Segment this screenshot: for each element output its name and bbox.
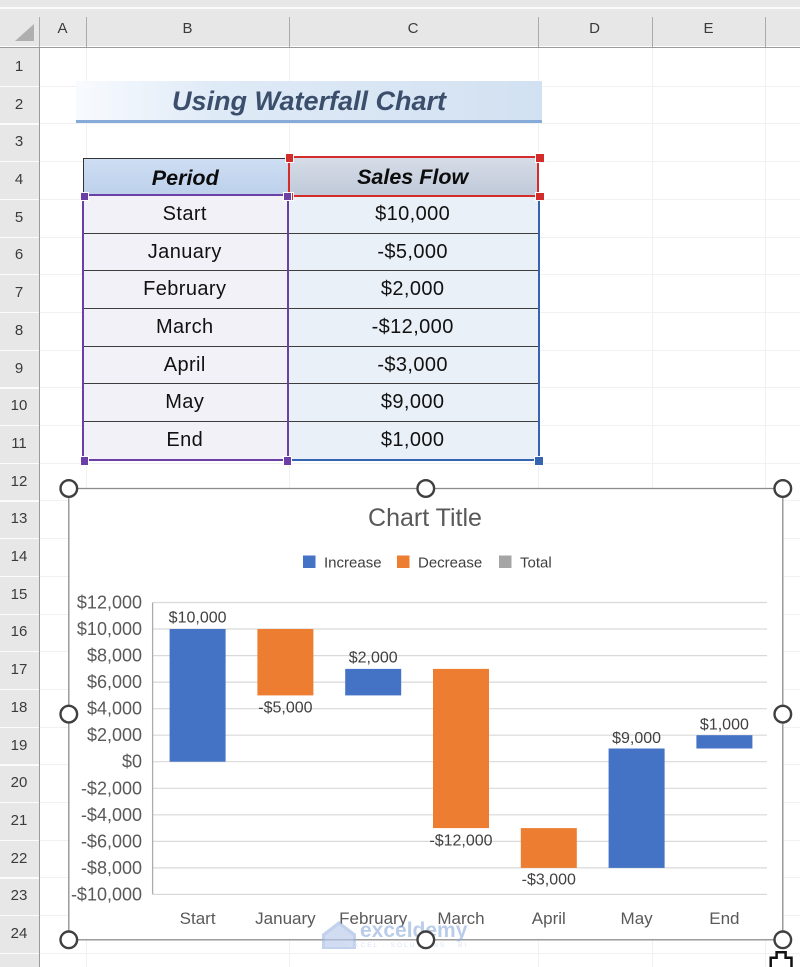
- svg-text:End: End: [709, 909, 739, 928]
- svg-text:$4,000: $4,000: [87, 699, 142, 719]
- svg-text:$10,000: $10,000: [77, 619, 142, 639]
- svg-text:$8,000: $8,000: [87, 646, 142, 666]
- svg-text:March: March: [437, 909, 484, 928]
- svg-text:-$5,000: -$5,000: [258, 700, 312, 717]
- svg-text:-$3,000: -$3,000: [522, 872, 576, 889]
- svg-text:Start: Start: [180, 909, 216, 928]
- svg-text:February: February: [339, 909, 408, 928]
- svg-text:Increase: Increase: [324, 555, 382, 572]
- svg-text:Decrease: Decrease: [418, 555, 482, 572]
- svg-text:January: January: [255, 909, 316, 928]
- svg-text:-$10,000: -$10,000: [71, 884, 142, 904]
- svg-text:EXCEL · SOLUTIONS · BI: EXCEL · SOLUTIONS · BI: [348, 942, 468, 949]
- svg-text:-$6,000: -$6,000: [81, 831, 142, 851]
- svg-text:$6,000: $6,000: [87, 672, 142, 692]
- svg-text:Total: Total: [520, 555, 552, 572]
- svg-text:Chart Title: Chart Title: [368, 504, 482, 532]
- svg-text:$2,000: $2,000: [349, 649, 398, 666]
- svg-text:$10,000: $10,000: [169, 609, 227, 626]
- svg-text:$0: $0: [122, 752, 142, 772]
- svg-text:April: April: [532, 909, 566, 928]
- svg-text:May: May: [621, 909, 654, 928]
- svg-text:-$12,000: -$12,000: [429, 833, 492, 850]
- svg-text:exceldemy: exceldemy: [360, 919, 468, 942]
- svg-text:-$4,000: -$4,000: [81, 805, 142, 825]
- svg-text:$2,000: $2,000: [87, 725, 142, 745]
- svg-text:-$8,000: -$8,000: [81, 858, 142, 878]
- svg-text:$12,000: $12,000: [77, 593, 142, 613]
- svg-text:-$2,000: -$2,000: [81, 778, 142, 798]
- svg-text:$9,000: $9,000: [612, 730, 661, 747]
- svg-text:$1,000: $1,000: [700, 716, 749, 733]
